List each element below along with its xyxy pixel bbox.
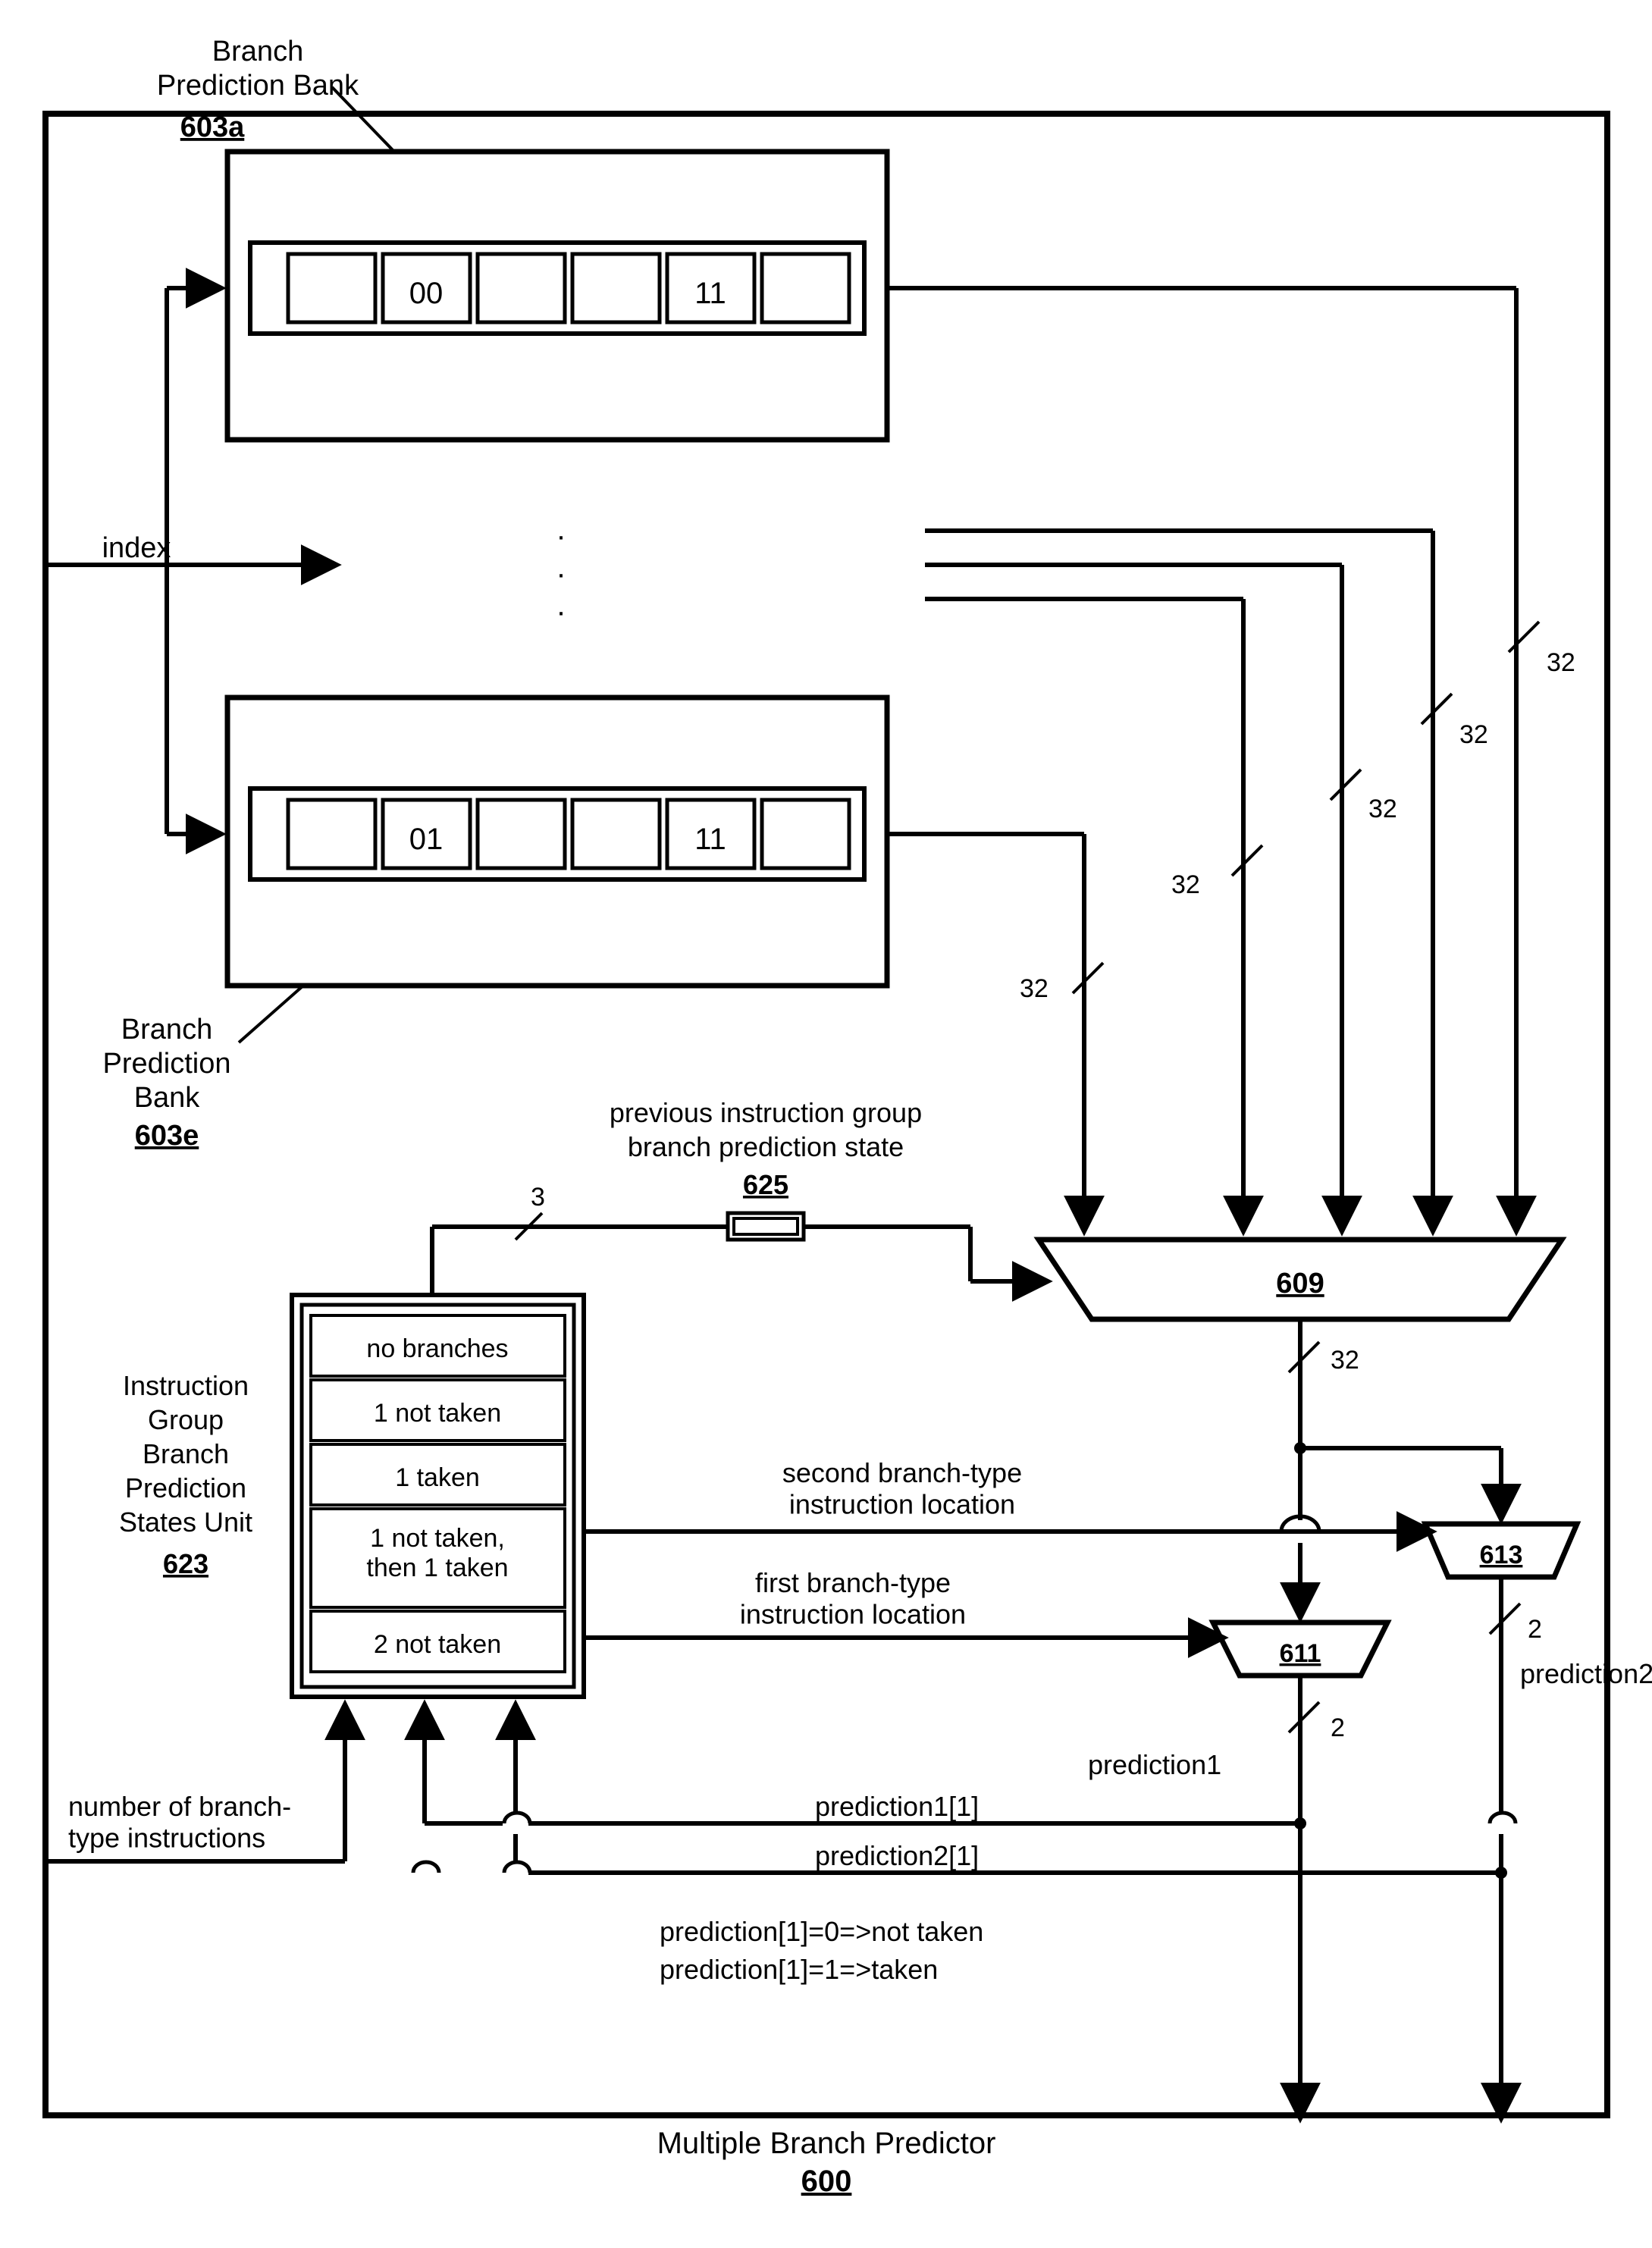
states-label-3: Branch (143, 1438, 229, 1469)
bank-a-cell-1: 00 (409, 277, 444, 310)
bank-a-cell-4: 11 (694, 277, 726, 310)
bus-2-pred2: 2 (1528, 1615, 1542, 1644)
latch-ref: 625 (743, 1169, 788, 1200)
mux-611-ref: 611 (1280, 1639, 1321, 1668)
index-label: index (102, 532, 171, 564)
bank-e-ref: 603e (135, 1120, 199, 1152)
first-loc-label: first branch-typeinstruction location (740, 1567, 966, 1629)
bank-e-label-2: Prediction (103, 1048, 231, 1080)
svg-text:·: · (556, 595, 566, 629)
branch-prediction-bank-a: Branch Prediction Bank 603a 00 11 (157, 36, 887, 440)
state-row-4: 2 not taken (374, 1630, 501, 1659)
bank-a-label-1: Branch (212, 36, 303, 67)
legend-2: prediction[1]=1=>taken (660, 1954, 938, 1985)
prediction2-idx-label: prediction2[1] (815, 1840, 979, 1871)
latch-label-2: branch prediction state (628, 1131, 904, 1162)
states-label-4: Prediction (125, 1472, 246, 1503)
ellipsis-dots: · · · (556, 519, 566, 629)
state-row-1: 1 not taken (374, 1399, 501, 1428)
bus-32-c: 32 (1368, 795, 1397, 823)
bus-32-e: 32 (1020, 974, 1049, 1003)
prediction1-label: prediction1 (1088, 1749, 1221, 1780)
bank-e-cell-1: 01 (409, 823, 444, 856)
state-row-2: 1 taken (395, 1463, 480, 1492)
bus-32-a: 32 (1547, 648, 1575, 677)
states-label-2: Group (148, 1404, 224, 1435)
states-label-5: States Unit (119, 1507, 252, 1538)
latch-label-1: previous instruction group (610, 1097, 922, 1128)
bank-e-label-1: Branch (121, 1014, 212, 1046)
bank-e-label-3: Bank (134, 1082, 201, 1114)
bank-a-label-2: Prediction Bank (157, 70, 359, 102)
states-label-1: Instruction (123, 1370, 249, 1401)
mux-613: 613 (1425, 1524, 1577, 1577)
bus-2-pred1: 2 (1331, 1713, 1345, 1742)
bus-3: 3 (531, 1183, 545, 1212)
bank-a-cells: 00 11 (288, 254, 849, 322)
prediction2-label: prediction2 (1520, 1658, 1652, 1689)
states-unit-623: Instruction Group Branch Prediction Stat… (119, 1295, 584, 1697)
diagram-title-ref: 600 (801, 2165, 852, 2198)
bus-32-b: 32 (1459, 720, 1488, 749)
mux-609: 609 (1039, 1240, 1562, 1319)
bank-a-ref: 603a (180, 111, 245, 143)
bank-e-cell-4: 11 (694, 823, 726, 856)
mux-613-ref: 613 (1480, 1541, 1523, 1569)
prev-state-latch: previous instruction group branch predic… (610, 1097, 922, 1240)
svg-text:·: · (556, 519, 566, 553)
state-row-3: 1 not taken,then 1 taken (366, 1524, 508, 1582)
prediction1-idx-label: prediction1[1] (815, 1791, 979, 1822)
second-loc-label: second branch-typeinstruction location (782, 1457, 1022, 1519)
states-ref: 623 (163, 1548, 208, 1579)
legend-1: prediction[1]=0=>not taken (660, 1916, 983, 1947)
num-branch-label: number of branch-type instructions (68, 1791, 291, 1853)
bus-32-d: 32 (1171, 870, 1200, 899)
diagram-title: Multiple Branch Predictor (657, 2127, 996, 2160)
mux-609-ref: 609 (1276, 1268, 1324, 1300)
mux-611: 611 (1213, 1623, 1387, 1676)
bus-32-out609: 32 (1331, 1346, 1359, 1375)
state-row-0: no branches (366, 1334, 508, 1363)
branch-prediction-bank-e: 01 11 Branch Prediction Bank 603e (103, 698, 887, 1152)
svg-text:·: · (556, 557, 566, 591)
